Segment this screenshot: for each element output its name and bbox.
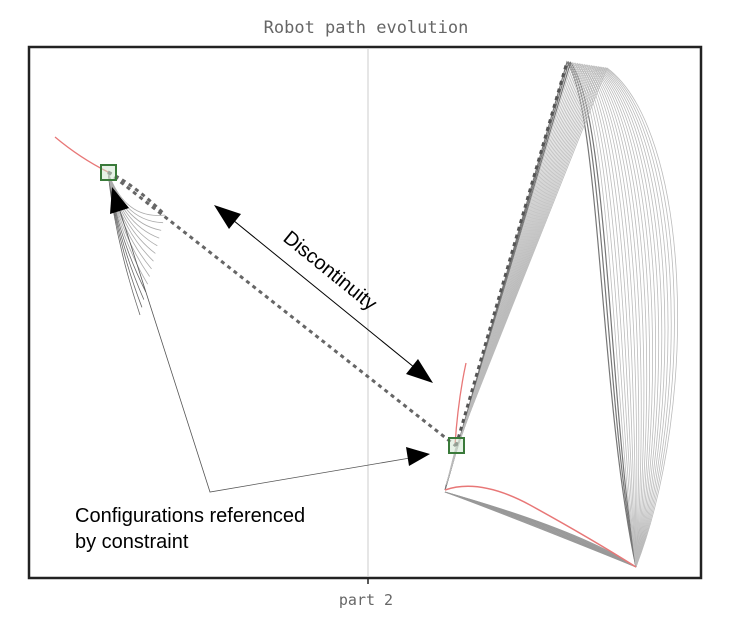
arrow-head bbox=[214, 205, 241, 229]
dashed-path bbox=[107, 170, 457, 448]
path-curve bbox=[107, 171, 166, 216]
path-curve bbox=[452, 65, 660, 568]
path-curve bbox=[453, 66, 669, 568]
path-fans bbox=[107, 60, 678, 568]
path-curve bbox=[447, 62, 637, 568]
arrow-line bbox=[117, 204, 411, 493]
x-axis-label: part 2 bbox=[339, 591, 393, 609]
dashed-path bbox=[107, 170, 167, 217]
config-marker bbox=[448, 437, 465, 454]
path-curve bbox=[450, 64, 650, 568]
red-path bbox=[454, 362, 467, 446]
path-curve bbox=[444, 60, 637, 568]
arrow-head bbox=[406, 359, 433, 383]
arrow-line bbox=[227, 215, 421, 373]
path-curve bbox=[452, 66, 666, 568]
path-curve bbox=[450, 64, 648, 568]
arrow-head bbox=[406, 447, 430, 466]
path-curve bbox=[446, 62, 637, 568]
dashed-path bbox=[454, 61, 569, 447]
config-marker bbox=[100, 164, 117, 181]
path-curve bbox=[449, 64, 645, 568]
annotation: by constraint bbox=[75, 531, 189, 553]
path-curve bbox=[449, 64, 642, 568]
arrow-head bbox=[110, 187, 129, 214]
path-curve bbox=[454, 67, 675, 568]
path-curve bbox=[448, 63, 637, 568]
path-curve bbox=[453, 66, 672, 568]
path-curve bbox=[452, 66, 663, 568]
path-curve bbox=[445, 61, 637, 568]
path-curve bbox=[454, 67, 678, 568]
red-path bbox=[444, 485, 637, 568]
annotation: Configurations referenced bbox=[75, 505, 305, 527]
path-curve bbox=[451, 65, 656, 568]
path-curve bbox=[451, 65, 653, 568]
title: Robot path evolution bbox=[264, 18, 469, 38]
